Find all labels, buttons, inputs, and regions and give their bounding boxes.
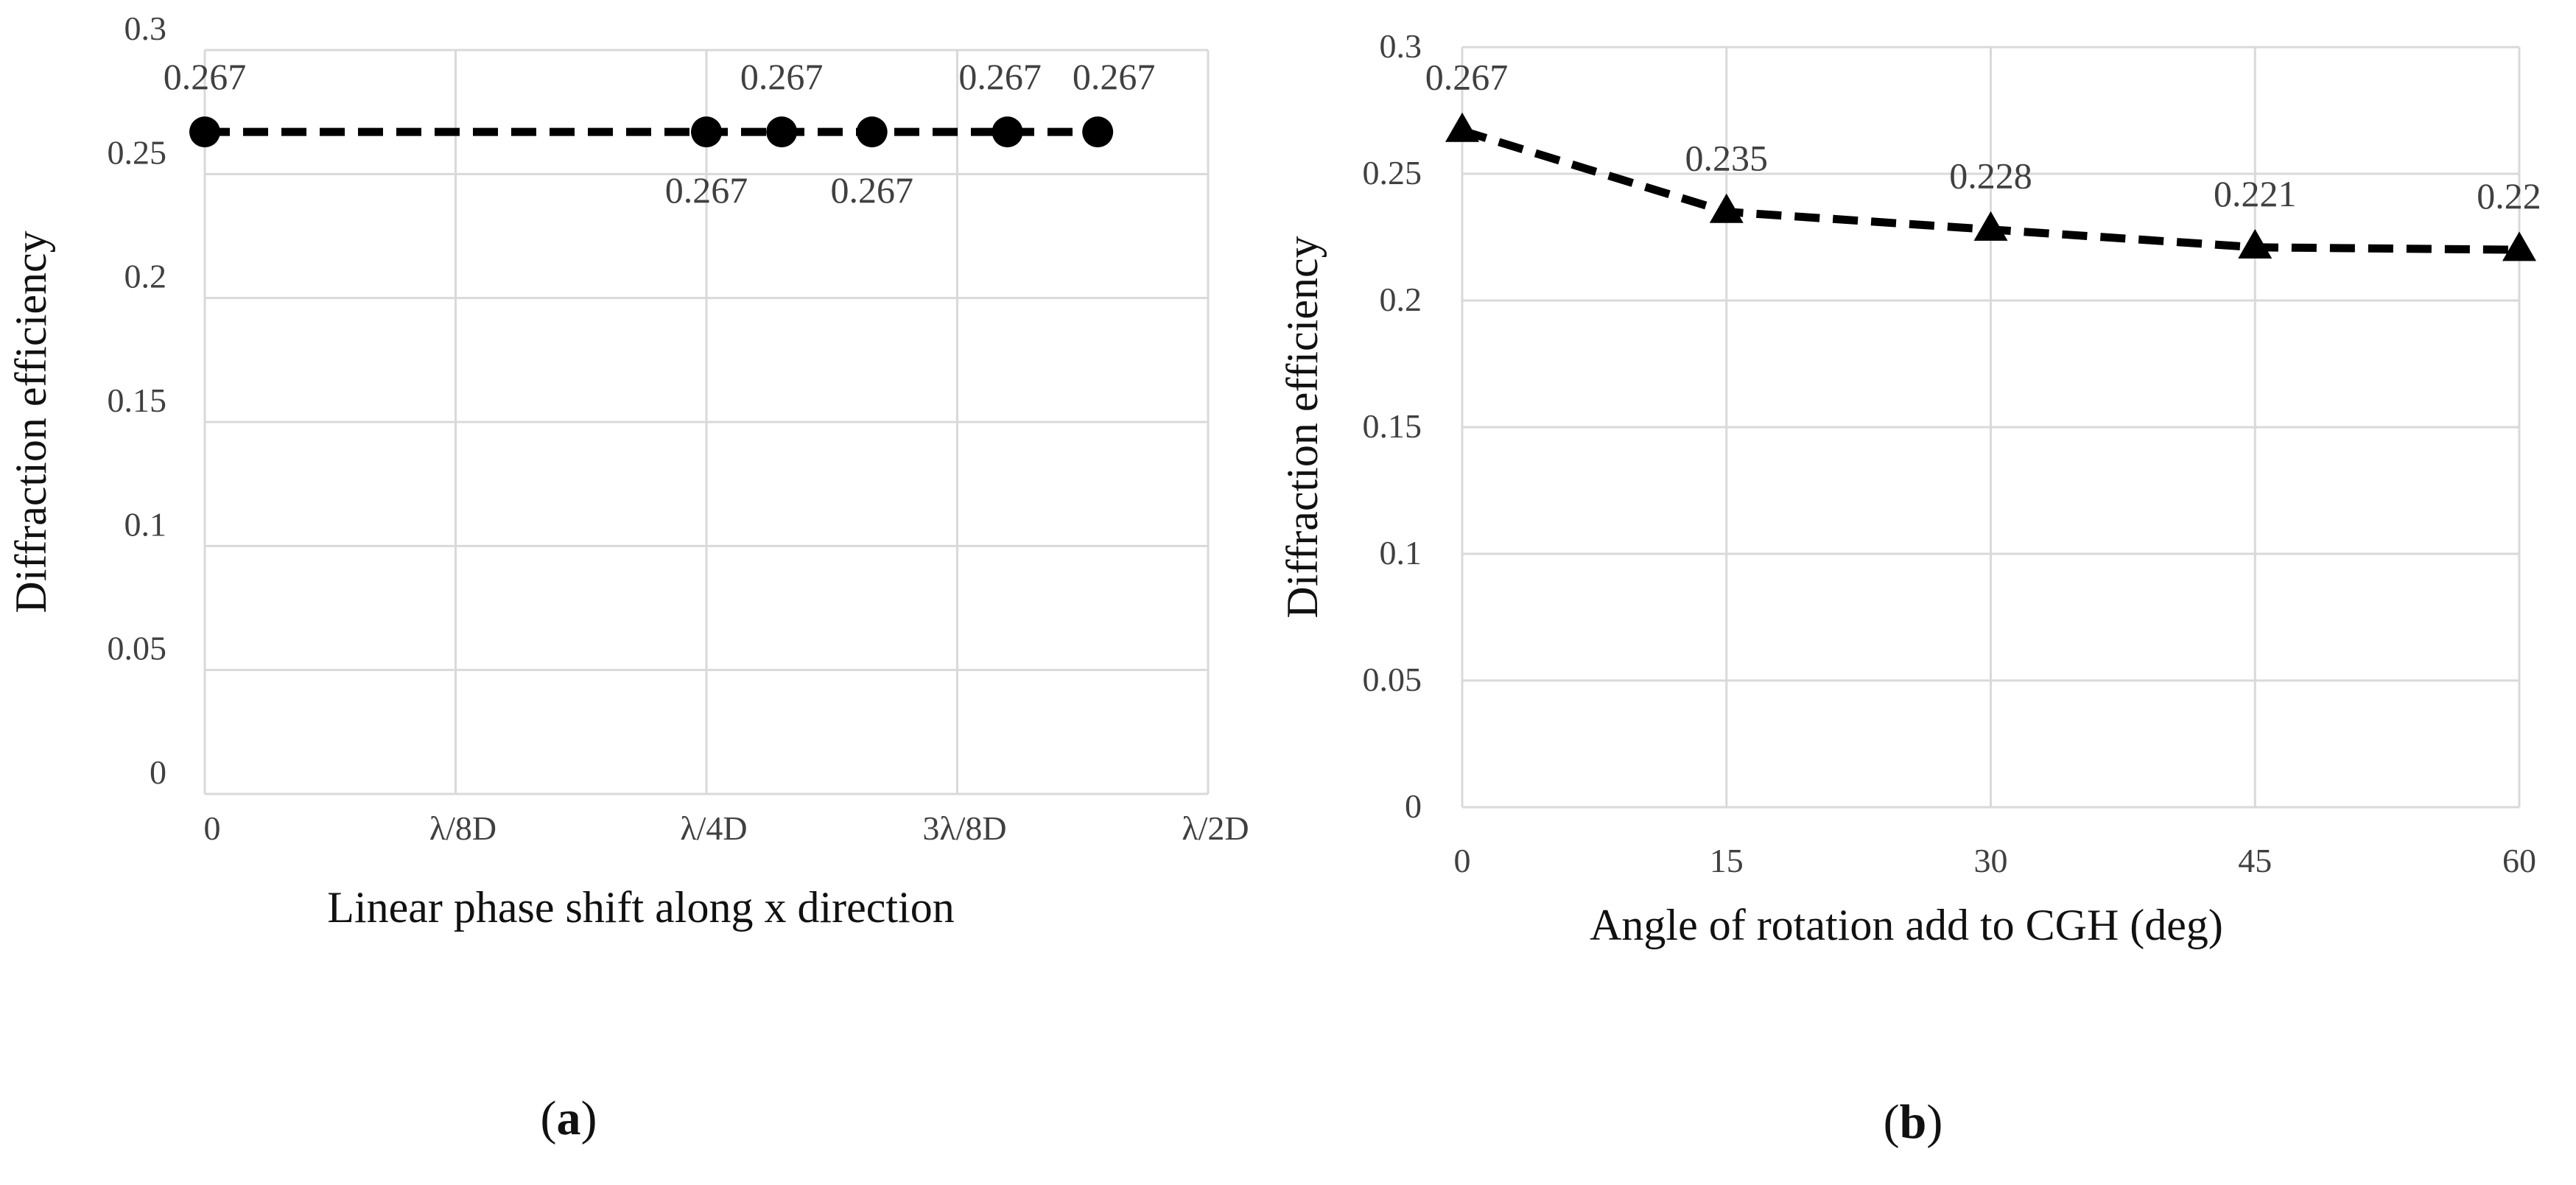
data-point-marker [2502, 231, 2536, 261]
y-axis-title: Diffraction efficiency [1278, 236, 1327, 618]
y-tick-label: 0 [1405, 787, 1422, 825]
data-point-marker [856, 116, 888, 148]
data-label: 0.267 [1425, 57, 1509, 98]
y-tick-label: 0 [150, 753, 166, 791]
data-label: 0.228 [1949, 155, 2032, 197]
y-tick-label: 0.15 [1363, 407, 1422, 445]
panel-label: (b) [1884, 1095, 1943, 1149]
data-point-marker [2238, 228, 2273, 259]
x-tick-label: 15 [1710, 842, 1744, 879]
data-point-marker [189, 116, 220, 148]
data-label: 0.221 [2214, 173, 2297, 214]
y-axis-title: Diffraction efficiency [7, 231, 55, 613]
y-tick-label: 0.1 [124, 505, 167, 543]
x-axis-title: Linear phase shift along x direction [327, 883, 954, 932]
y-tick-label: 0.05 [1363, 661, 1422, 698]
data-point-marker [691, 116, 722, 148]
data-point-marker [1709, 193, 1744, 223]
x-axis-title: Angle of rotation add to CGH (deg) [1590, 901, 2223, 949]
data-label: 0.267 [164, 56, 247, 97]
data-label: 0.22 [2477, 175, 2541, 217]
data-point-marker [766, 116, 798, 148]
x-tick-label: 45 [2238, 842, 2272, 879]
x-tick-label: 0 [1454, 842, 1471, 879]
data-point-marker [1973, 211, 2008, 241]
x-tick-label: λ/4D [680, 809, 747, 847]
data-point-marker [992, 116, 1023, 148]
y-tick-label: 0.3 [124, 10, 167, 47]
data-label: 0.235 [1685, 138, 1769, 179]
x-tick-label: 0 [204, 809, 221, 847]
y-tick-label: 0.25 [108, 133, 167, 171]
y-tick-label: 0.1 [1380, 534, 1422, 572]
y-tick-label: 0.3 [1380, 27, 1422, 65]
data-label: 0.267 [1073, 56, 1156, 97]
x-tick-label: 3λ/8D [922, 809, 1006, 847]
x-tick-label: λ/8D [429, 809, 496, 847]
chart-a: 0 0.05 0.1 0.15 0.2 0.25 0.3 0 λ/8D λ/4D 3λ/8D λ/2D… [7, 10, 1249, 1145]
y-tick-label: 0.2 [124, 258, 167, 295]
y-tick-label: 0.2 [1380, 281, 1422, 318]
data-label: 0.267 [740, 56, 824, 97]
data-label: 0.267 [958, 56, 1042, 97]
x-tick-label: 60 [2502, 842, 2536, 879]
data-label: 0.267 [665, 169, 748, 211]
panel-label: (a) [541, 1091, 597, 1145]
y-tick-label: 0.15 [108, 381, 167, 419]
x-tick-label: 30 [1974, 842, 2008, 879]
y-tick-label: 0.25 [1363, 154, 1422, 191]
data-point-marker [1082, 116, 1114, 148]
data-point-marker [1445, 112, 1479, 142]
data-label: 0.267 [830, 169, 913, 211]
x-tick-label: λ/2D [1182, 809, 1249, 847]
y-tick-label: 0.05 [108, 630, 167, 667]
chart-b: 0 0.05 0.1 0.15 0.2 0.25 0.3 0 15 30 45 60 Angle of … [1278, 27, 2541, 1149]
